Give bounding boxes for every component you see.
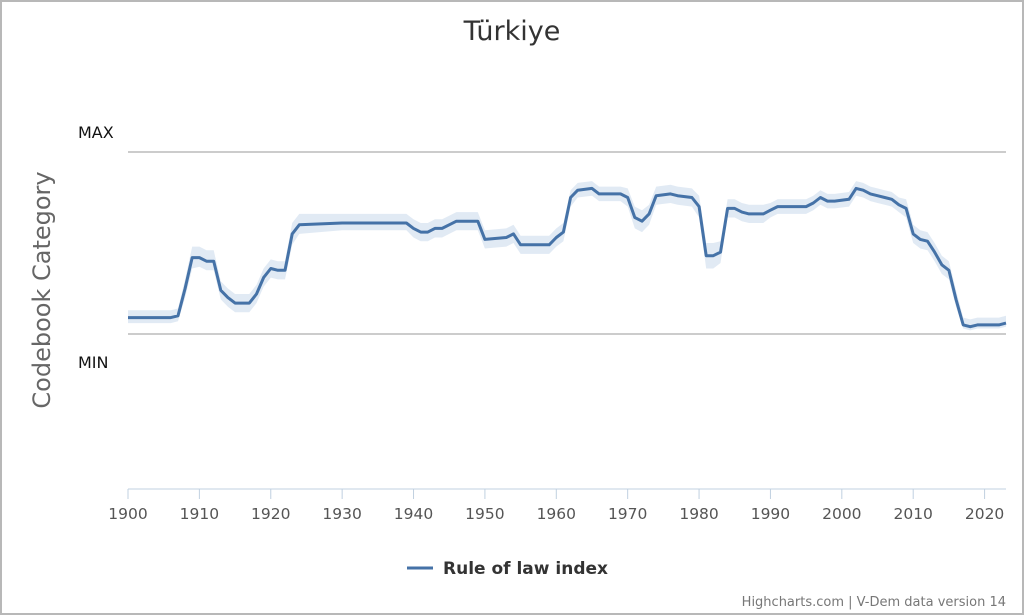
- x-tick-label: 1970: [608, 505, 647, 523]
- x-tick-label: 1920: [251, 505, 290, 523]
- x-tick-label: 1930: [322, 505, 361, 523]
- series-line-rule-of-law[interactable]: [128, 186, 1007, 329]
- y-category-min-label: MIN: [78, 353, 109, 372]
- x-tick-label: 1900: [108, 505, 147, 523]
- x-axis-ticks: 1900 1910 1920 1930 1940 1950 1960 1970 1980 1990…: [108, 489, 1004, 523]
- x-tick-label: 1960: [537, 505, 576, 523]
- credits-text[interactable]: Highcharts.com | V-Dem data version 14: [742, 595, 1006, 610]
- x-tick-label: 1940: [394, 505, 433, 523]
- confidence-band: [128, 181, 1006, 331]
- x-tick-label: 2020: [965, 505, 1004, 523]
- x-tick-label: 1980: [679, 505, 718, 523]
- y-axis-title: Codebook Category: [28, 171, 56, 408]
- x-tick-label: 1950: [465, 505, 504, 523]
- y-category-max-label: MAX: [78, 123, 114, 142]
- x-tick-label: 1910: [180, 505, 219, 523]
- x-tick-label: 2000: [822, 505, 861, 523]
- x-tick-label: 2010: [893, 505, 932, 523]
- legend-label: Rule of law index: [443, 559, 608, 579]
- legend-item-rule-of-law[interactable]: Rule of law index: [407, 559, 608, 579]
- x-tick-label: 1990: [751, 505, 790, 523]
- chart-title: Türkiye: [463, 16, 561, 47]
